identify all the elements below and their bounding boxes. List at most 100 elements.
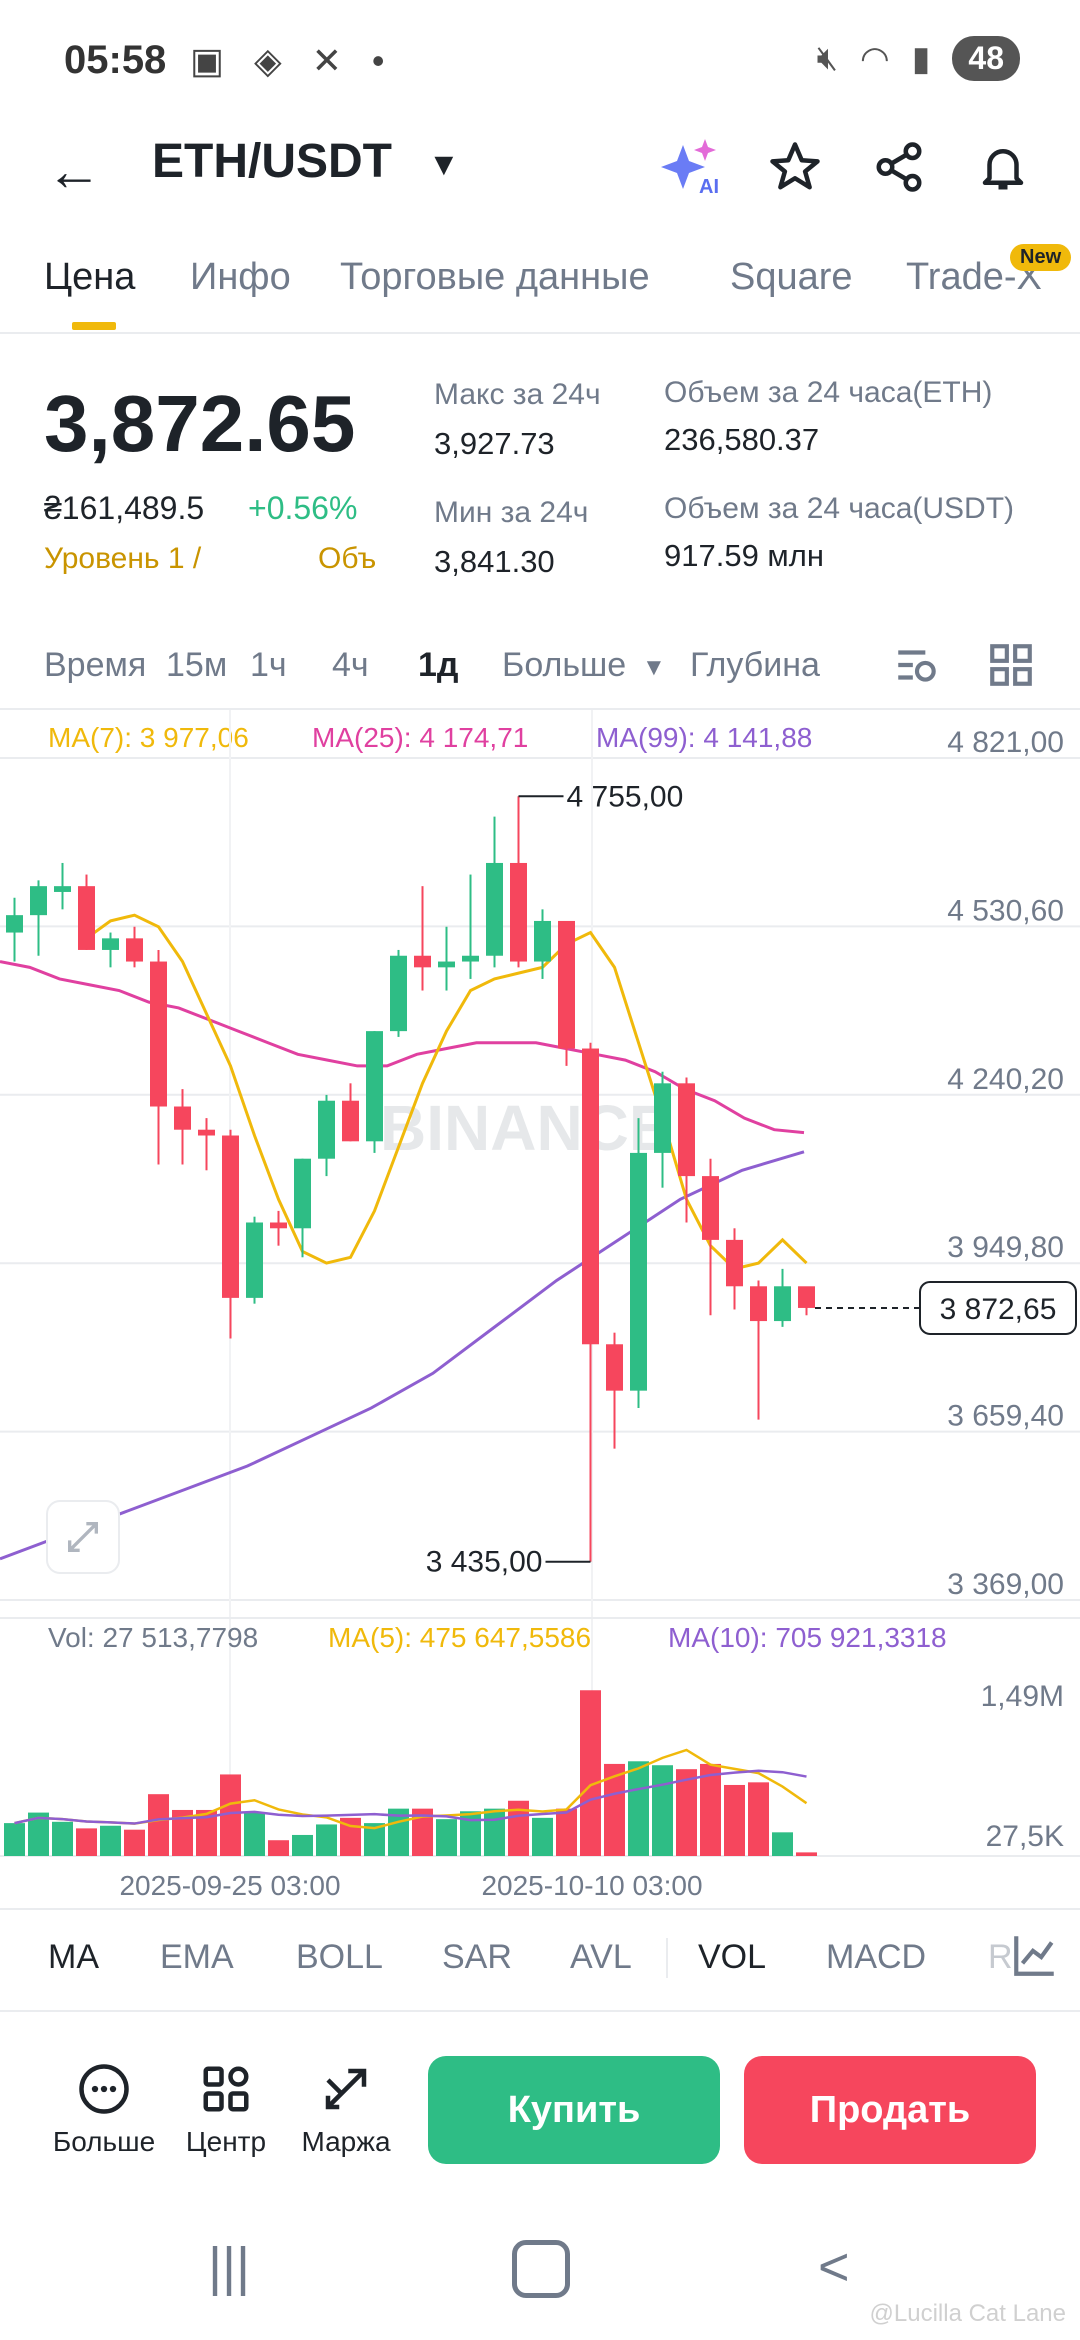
- candle-body: [630, 1152, 647, 1391]
- volume-bar: [676, 1769, 697, 1856]
- more-label: Больше: [52, 2126, 156, 2157]
- candle-body: [390, 955, 407, 1032]
- bottom-action-bar: [0, 2010, 1080, 2212]
- candle-body: [606, 1344, 623, 1391]
- chart-top-divider: [0, 708, 1080, 710]
- candle-body: [654, 1083, 671, 1153]
- volume-bar: [28, 1812, 49, 1856]
- volume-bar: [772, 1832, 793, 1856]
- volume-bar: [124, 1829, 145, 1856]
- volume-bar: [196, 1809, 217, 1856]
- svg-text:AI: AI: [699, 176, 719, 198]
- home-icon[interactable]: [512, 2240, 570, 2298]
- indicator-r[interactable]: R: [988, 1938, 1013, 1976]
- volume-bar: [316, 1824, 337, 1856]
- tab-trading-data[interactable]: Торговые данные: [340, 256, 650, 298]
- candle-body: [174, 1106, 191, 1130]
- margin-button[interactable]: Маржа: [286, 2058, 406, 2158]
- tab-price[interactable]: Цена: [44, 256, 136, 298]
- ai-sparkle-icon[interactable]: AI: [658, 132, 728, 202]
- indicator-macd[interactable]: MACD: [826, 1938, 927, 1976]
- candle-body: [486, 862, 503, 956]
- center-button[interactable]: Центр: [166, 2058, 286, 2158]
- tf-depth[interactable]: Глубина: [690, 646, 820, 684]
- price-tick-label: 4 530,60: [947, 894, 1064, 927]
- tf-more-caret-icon[interactable]: ▼: [642, 654, 666, 681]
- ma99-line: [0, 1150, 805, 1561]
- tf-4h[interactable]: 4ч: [332, 646, 369, 684]
- ma7-legend: MA(7): 3 977,06: [48, 722, 249, 753]
- tf-15m[interactable]: 15м: [166, 646, 228, 684]
- expand-chart-icon[interactable]: [46, 1500, 120, 1574]
- high-24h-value: 3,927.73: [434, 426, 555, 461]
- candle-body: [270, 1222, 287, 1229]
- indicator-sar[interactable]: SAR: [442, 1938, 512, 1976]
- share-icon[interactable]: [864, 132, 934, 202]
- status-notification-icons: ▣ ◈ ✕ •: [190, 40, 395, 81]
- indicator-ma[interactable]: MA: [48, 1938, 99, 1976]
- pair-dropdown-caret-icon[interactable]: ▼: [428, 146, 460, 182]
- price-chart[interactable]: 4 821,00 4 530,60 4 240,20 3 949,80 3 659,40…: [0, 0, 1080, 1900]
- candle-body: [150, 961, 167, 1107]
- high-marker-label: 4 755,00: [567, 780, 684, 813]
- indicator-divider: [666, 1938, 668, 1978]
- back-nav-icon[interactable]: <: [818, 2237, 850, 2297]
- ma99-legend: MA(99): 4 141,88: [596, 722, 813, 753]
- price-tick-label: 4 240,20: [947, 1063, 1064, 1096]
- volume-bar: [76, 1828, 97, 1856]
- favorite-star-icon[interactable]: [760, 132, 830, 202]
- pair-title[interactable]: ETH/USDT: [152, 135, 392, 188]
- indicator-vol[interactable]: VOL: [698, 1938, 767, 1976]
- candle-body: [510, 862, 527, 962]
- indicator-ema[interactable]: EMA: [160, 1938, 234, 1976]
- new-badge: New: [1010, 244, 1072, 271]
- signal-icon: ▮: [911, 39, 931, 78]
- sell-button[interactable]: Продать: [744, 2056, 1036, 2164]
- margin-label: Маржа: [301, 2126, 391, 2157]
- vol-ma10-legend: MA(10): 705 921,3318: [668, 1622, 947, 1653]
- price-tick-label: 3 949,80: [947, 1231, 1064, 1264]
- indicator-settings-icon[interactable]: [1010, 1930, 1060, 1985]
- indicator-bar: [0, 1908, 1080, 2010]
- tab-square[interactable]: Square: [730, 256, 853, 298]
- candle-body: [582, 1048, 599, 1345]
- recent-apps-icon[interactable]: |||: [208, 2237, 251, 2297]
- buy-button[interactable]: Купить: [428, 2056, 720, 2164]
- low-24h-value: 3,841.30: [434, 544, 555, 579]
- price-tick-label: 3 659,40: [947, 1400, 1064, 1433]
- indicator-avl[interactable]: AVL: [570, 1938, 632, 1976]
- volume-bar: [364, 1823, 385, 1856]
- tab-info[interactable]: Инфо: [190, 256, 291, 298]
- price-change: +0.56%: [248, 490, 358, 526]
- volume-link[interactable]: Объ: [318, 542, 377, 575]
- mute-icon: 🔇︎: [816, 39, 839, 77]
- tf-1h[interactable]: 1ч: [250, 646, 287, 684]
- candle-body: [102, 938, 119, 950]
- tf-time[interactable]: Время: [44, 646, 147, 684]
- candle-body: [438, 961, 455, 968]
- volume-bar: [244, 1812, 265, 1856]
- ma25-legend: MA(25): 4 174,71: [312, 722, 529, 753]
- volume-bar: [148, 1794, 169, 1856]
- more-button[interactable]: Больше: [44, 2058, 164, 2158]
- candle-body: [198, 1129, 215, 1136]
- back-arrow-icon[interactable]: ←: [46, 139, 102, 202]
- bell-icon[interactable]: [968, 132, 1038, 202]
- indicator-boll[interactable]: BOLL: [296, 1938, 383, 1976]
- tf-more[interactable]: Больше: [502, 646, 627, 684]
- level-link[interactable]: Уровень 1 /: [44, 542, 202, 575]
- price-tick-label: 3 369,00: [947, 1568, 1064, 1601]
- tf-1d[interactable]: 1д: [418, 646, 459, 684]
- candle-body: [342, 1100, 359, 1142]
- candle-body: [126, 938, 143, 962]
- status-right: 🔇︎ ◠ ▮ 48: [817, 36, 1020, 81]
- ma25-line: [0, 960, 805, 1135]
- last-price: 3,872.65: [44, 379, 356, 468]
- candle-body: [798, 1286, 815, 1308]
- candle-body: [558, 920, 575, 1049]
- volume-bar: [556, 1808, 577, 1856]
- vol-ma5-legend: MA(5): 475 647,5586: [328, 1622, 592, 1653]
- grid-layout-icon[interactable]: [986, 640, 1036, 695]
- candle-body: [54, 886, 71, 892]
- chart-settings-icon[interactable]: [892, 640, 942, 695]
